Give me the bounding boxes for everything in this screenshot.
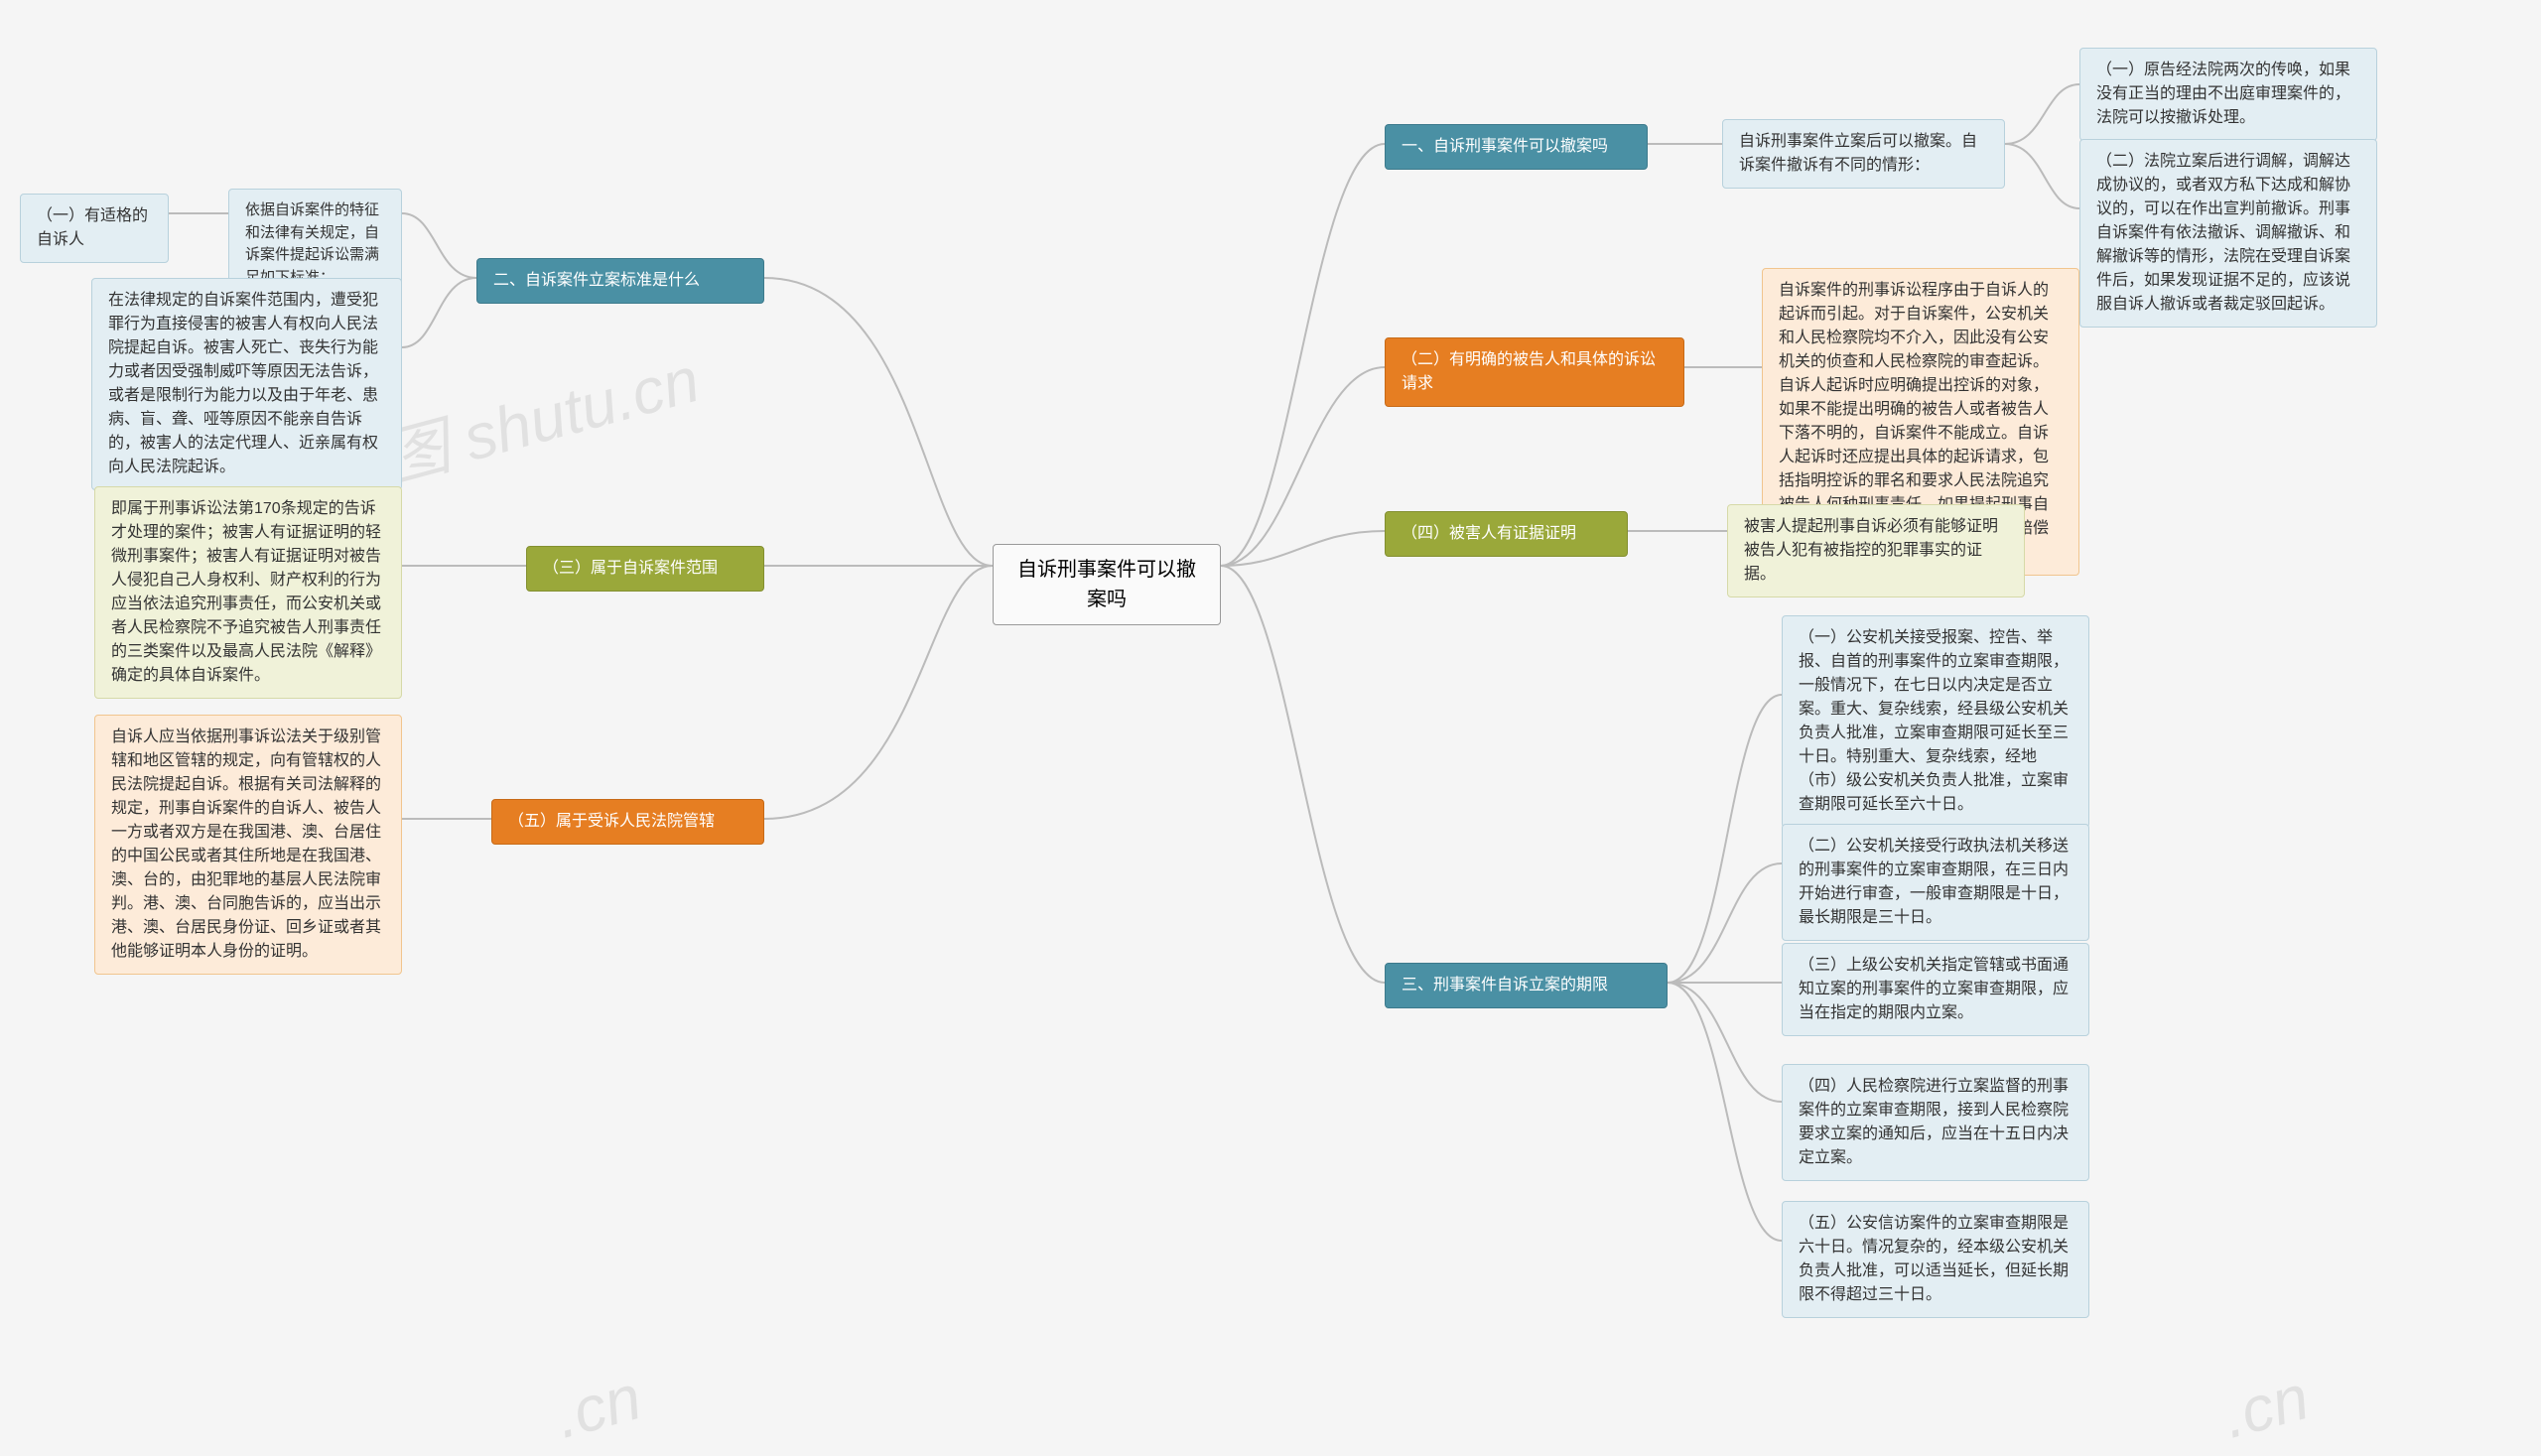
branch-3-item-5: （五）公安信访案件的立案审查期限是六十日。情况复杂的，经本级公安机关负责人批准，… [1782, 1201, 2089, 1318]
branch-1-item-1: （一）原告经法院两次的传唤，如果没有正当的理由不出庭审理案件的，法院可以按撤诉处… [2079, 48, 2377, 141]
branch-left-2-c2-detail: 在法律规定的自诉案件范围内，遭受犯罪行为直接侵害的被害人有权向人民法院提起自诉。… [91, 278, 402, 490]
root-node[interactable]: 自诉刑事案件可以撤案吗 [993, 544, 1221, 625]
branch-1-intro: 自诉刑事案件立案后可以撤案。自诉案件撤诉有不同的情形： [1722, 119, 2005, 189]
watermark: .cn [2215, 1360, 2317, 1453]
branch-3-item-4: （四）人民检察院进行立案监督的刑事案件的立案审查期限，接到人民检察院要求立案的通… [1782, 1064, 2089, 1181]
branch-left-2-c1[interactable]: （一）有适格的自诉人 [20, 194, 169, 263]
branch-4[interactable]: （四）被害人有证据证明 [1385, 511, 1628, 557]
branch-1-item-2: （二）法院立案后进行调解，调解达成协议的，或者双方私下达成和解协议的，可以在作出… [2079, 139, 2377, 328]
branch-left-3-detail: 即属于刑事诉讼法第170条规定的告诉才处理的案件；被害人有证据证明的轻微刑事案件… [94, 486, 402, 699]
branch-3-item-1: （一）公安机关接受报案、控告、举报、自首的刑事案件的立案审查期限，一般情况下，在… [1782, 615, 2089, 828]
branch-left-5-detail: 自诉人应当依据刑事诉讼法关于级别管辖和地区管辖的规定，向有管辖权的人民法院提起自… [94, 715, 402, 975]
branch-left-5[interactable]: （五）属于受诉人民法院管辖 [491, 799, 764, 845]
branch-3-item-2: （二）公安机关接受行政执法机关移送的刑事案件的立案审查期限，在三日内开始进行审查… [1782, 824, 2089, 941]
branch-3[interactable]: 三、刑事案件自诉立案的期限 [1385, 963, 1668, 1008]
branch-left-2[interactable]: 二、自诉案件立案标准是什么 [476, 258, 764, 304]
branch-1[interactable]: 一、自诉刑事案件可以撤案吗 [1385, 124, 1648, 170]
branch-4-detail: 被害人提起刑事自诉必须有能够证明被告人犯有被指控的犯罪事实的证据。 [1727, 504, 2025, 597]
branch-2[interactable]: （二）有明确的被告人和具体的诉讼请求 [1385, 337, 1684, 407]
watermark: .cn [548, 1360, 649, 1453]
branch-3-item-3: （三）上级公安机关指定管辖或书面通知立案的刑事案件的立案审查期限，应当在指定的期… [1782, 943, 2089, 1036]
branch-left-3[interactable]: （三）属于自诉案件范围 [526, 546, 764, 592]
